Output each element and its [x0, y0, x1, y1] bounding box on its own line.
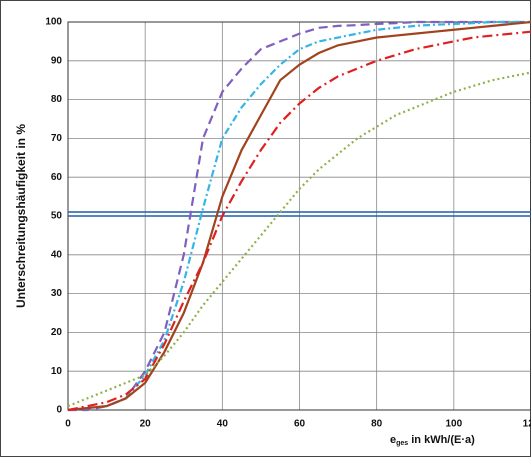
y-tick-label: 30 [51, 288, 63, 299]
y-tick-label: 80 [51, 94, 63, 105]
y-axis-label: Unterschreitungshäufigkeit in % [14, 124, 28, 308]
y-tick-label: 70 [51, 133, 63, 144]
x-tick-label: 60 [294, 419, 306, 430]
y-tick-label: 100 [45, 17, 62, 28]
series-line [68, 20, 531, 412]
series-line [67, 30, 531, 412]
x-tick-label: 20 [140, 419, 152, 430]
x-tick-label: 80 [371, 419, 383, 430]
series-line [67, 71, 531, 408]
y-tick-label: 50 [51, 211, 63, 222]
series-line [67, 20, 531, 412]
x-label-rest: in kWh/(E·a) [408, 434, 475, 446]
y-tick-label: 10 [51, 366, 63, 377]
y-tick-label: 90 [51, 55, 63, 66]
x-tick-label: 40 [217, 419, 229, 430]
y-tick-label: 40 [51, 249, 63, 260]
x-axis-label: eges in kWh/(E·a) [390, 434, 475, 447]
series-line [67, 20, 531, 412]
x-tick-label: 100 [445, 419, 462, 430]
y-tick-label: 20 [51, 327, 63, 338]
y-tick-label: 60 [51, 172, 63, 183]
x-tick-label: 0 [65, 419, 71, 430]
x-label-main: e [390, 434, 396, 446]
y-tick-label: 0 [56, 405, 62, 416]
x-label-sub: ges [396, 440, 408, 447]
x-tick-label: 120 [523, 419, 531, 430]
